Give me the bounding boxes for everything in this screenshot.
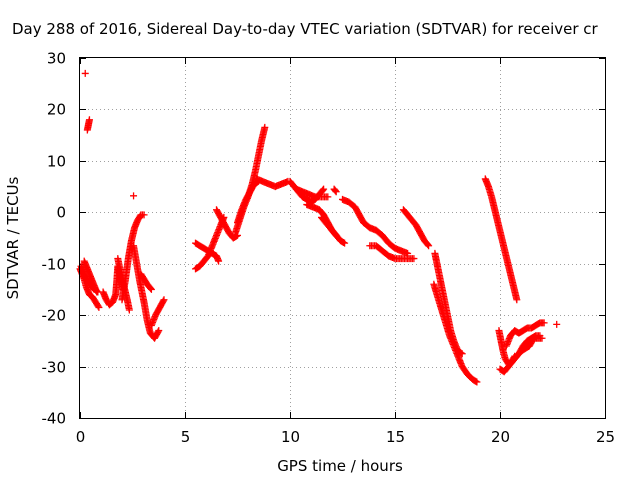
plot-frame <box>79 57 606 419</box>
data-segment <box>318 213 349 247</box>
data-point <box>140 211 148 219</box>
y-tick-label: -10 <box>42 256 67 274</box>
data-point <box>536 332 544 340</box>
data-segment <box>147 296 168 329</box>
data-segment <box>515 332 544 358</box>
data-segment <box>399 206 433 250</box>
data-segment <box>366 242 418 263</box>
data-segment <box>213 206 241 242</box>
data-point <box>332 188 340 196</box>
data-points <box>76 69 561 386</box>
data-point <box>332 187 339 195</box>
data-segment <box>130 242 163 342</box>
data-point <box>410 255 418 263</box>
data-point <box>159 297 167 305</box>
data-point <box>324 193 332 201</box>
y-tick-label: 20 <box>47 101 66 119</box>
y-tick-label: -40 <box>42 410 67 428</box>
x-tick-label: 5 <box>181 428 191 446</box>
data-point <box>513 296 521 304</box>
x-tick-label: 10 <box>281 428 300 446</box>
data-point <box>147 284 155 292</box>
data-point <box>95 303 103 311</box>
data-point <box>160 296 168 304</box>
data-point <box>473 378 481 386</box>
data-point <box>125 306 133 314</box>
y-axis-label: SDTVAR / TECUs <box>4 176 22 299</box>
data-segment <box>292 185 332 201</box>
data-point <box>93 288 101 296</box>
y-tick-label: -20 <box>42 307 67 325</box>
x-tick-label: 15 <box>386 428 405 446</box>
chart-title: Day 288 of 2016, Sidereal Day-to-day VTE… <box>12 20 599 38</box>
data-point <box>85 116 93 124</box>
y-tick-label: 10 <box>47 153 66 171</box>
data-point <box>424 241 432 249</box>
data-point <box>215 257 223 265</box>
data-point <box>261 123 269 131</box>
data-point <box>341 239 349 247</box>
y-tick-label: 0 <box>56 204 66 222</box>
data-point <box>425 242 433 250</box>
data-segment <box>192 239 223 265</box>
data-segment <box>430 280 481 386</box>
data-point <box>319 186 327 194</box>
y-tick-label: 30 <box>47 50 66 68</box>
axis-ticks: 0 5 10 15 20 25 -40 -30 -20 -10 0 10 20 30 <box>42 50 616 447</box>
data-segment <box>137 270 155 293</box>
data-point <box>81 69 89 77</box>
data-point <box>553 320 561 328</box>
data-point <box>147 285 155 293</box>
data-point <box>540 319 548 327</box>
data-segment <box>83 116 93 134</box>
data-point <box>154 328 162 336</box>
data-segment <box>80 257 101 296</box>
data-segment <box>330 185 340 196</box>
x-tick-label: 25 <box>596 428 615 446</box>
x-tick-label: 0 <box>76 428 86 446</box>
data-point <box>320 185 328 193</box>
x-tick-label: 20 <box>491 428 510 446</box>
data-segment <box>502 319 548 350</box>
x-axis-label: GPS time / hours <box>277 457 403 475</box>
data-point <box>155 327 163 335</box>
data-point <box>130 192 138 200</box>
data-segment <box>481 175 521 304</box>
y-tick-label: -30 <box>42 359 67 377</box>
data-point <box>94 302 102 310</box>
data-segment <box>234 177 262 227</box>
